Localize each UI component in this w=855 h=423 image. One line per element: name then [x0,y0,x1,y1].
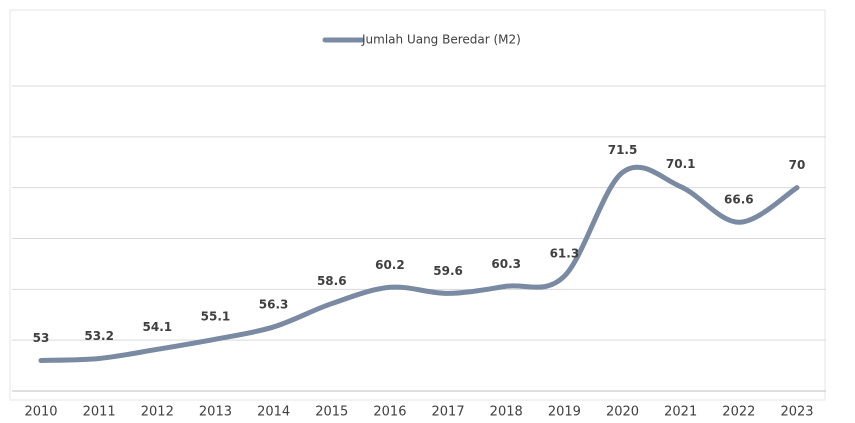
data-label: 55.1 [201,310,231,324]
data-label: 70 [789,158,806,172]
data-label: 54.1 [143,320,173,334]
x-tick-label: 2019 [548,405,581,420]
data-label: 66.6 [724,193,754,207]
x-tick-label: 2017 [432,405,465,420]
data-label: 61.3 [550,247,580,261]
x-tick-label: 2014 [257,405,290,420]
x-tick-label: 2013 [199,405,232,420]
x-tick-label: 2023 [780,405,813,420]
x-tick-label: 2012 [141,405,174,420]
x-tick-label: 2018 [490,405,523,420]
chart-border [9,9,826,401]
x-tick-label: 2015 [315,405,348,420]
data-label: 53.2 [84,329,114,343]
series-line [38,164,800,363]
legend-label: Jumlah Uang Beredar (M2) [361,33,521,47]
x-tick-label: 2016 [373,405,406,420]
data-label: 60.2 [375,258,405,272]
x-tick-label: 2020 [606,405,639,420]
data-label: 58.6 [317,274,347,288]
data-label: 70.1 [666,157,696,171]
data-label: 60.3 [491,257,521,271]
x-tick-label: 2010 [24,405,57,420]
data-label: 59.6 [433,264,463,278]
x-tick-label: 2022 [722,405,755,420]
data-label: 53 [33,331,50,345]
data-label: 56.3 [259,297,289,311]
x-tick-label: 2011 [83,405,116,420]
data-label: 71.5 [608,143,638,157]
x-tick-label: 2021 [664,405,697,420]
